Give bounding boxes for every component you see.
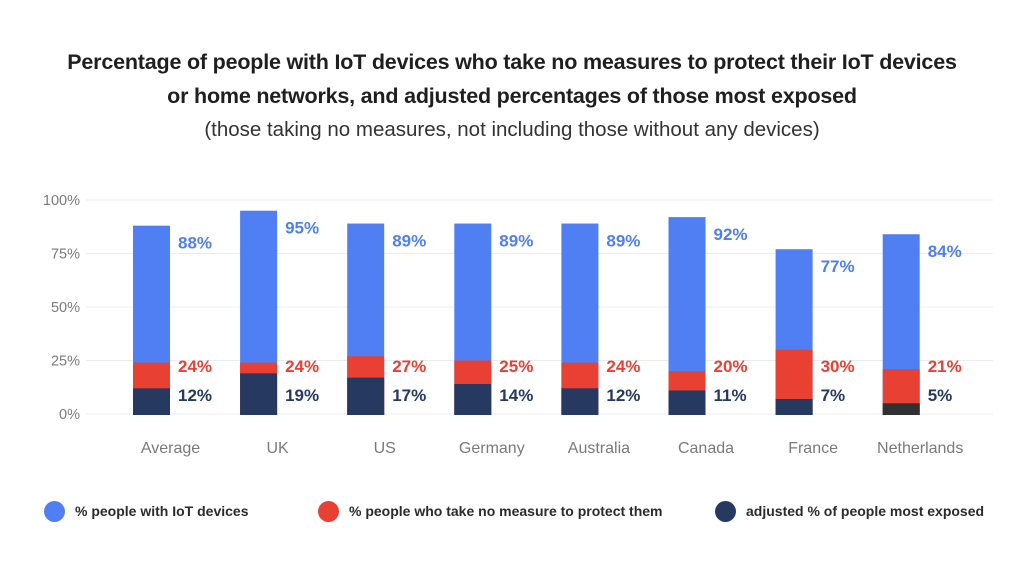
legend-swatch-navy <box>715 500 736 522</box>
bar-most-exposed <box>454 384 492 415</box>
y-axis-ticks: 0% 25% 50% 75% 100% <box>43 193 80 423</box>
data-label-no-measures: 25% <box>499 357 533 376</box>
y-tick-label: 100% <box>43 193 80 209</box>
legend-label: % people who take no measure to protect … <box>349 503 663 519</box>
data-label-most-exposed: 12% <box>606 386 640 405</box>
y-tick-label: 50% <box>51 300 80 316</box>
data-label-most-exposed: 5% <box>928 386 953 405</box>
bar-most-exposed <box>240 373 278 415</box>
y-tick-label: 0% <box>59 407 80 423</box>
legend-label: adjusted % of people most exposed <box>746 503 985 519</box>
x-tick-label: France <box>788 440 838 457</box>
data-label-no-measures: 24% <box>178 357 212 376</box>
data-label-iot-devices: 95% <box>285 219 319 238</box>
bar-most-exposed <box>561 388 599 415</box>
data-label-iot-devices: 84% <box>928 242 962 261</box>
chart-subtitle: (those taking no measures, not including… <box>204 118 820 141</box>
legend-item-iot-devices: % people with IoT devices <box>44 500 248 522</box>
legend-item-no-measures: % people who take no measure to protect … <box>318 500 663 522</box>
x-tick-label: UK <box>266 440 289 457</box>
x-tick-label: Australia <box>568 440 630 457</box>
data-label-no-measures: 30% <box>821 357 855 376</box>
data-label-most-exposed: 11% <box>714 386 747 405</box>
data-label-most-exposed: 17% <box>392 386 426 405</box>
gridlines <box>86 199 993 415</box>
data-label-most-exposed: 19% <box>285 386 319 405</box>
bar-most-exposed <box>133 388 170 415</box>
data-label-most-exposed: 12% <box>178 386 212 405</box>
data-label-iot-devices: 88% <box>178 234 212 253</box>
data-label-iot-devices: 89% <box>392 232 426 251</box>
x-axis-ticks: Average UK US Germany Australia Canada France N… <box>141 440 963 457</box>
data-label-no-measures: 20% <box>714 357 748 376</box>
bar-most-exposed <box>775 399 813 415</box>
data-labels: 88% 24% 12% 95% 24% 19% 89% 27% 17% 89% 25% 14% 89% 2… <box>178 219 962 405</box>
data-label-iot-devices: 89% <box>499 232 533 251</box>
bars <box>133 210 920 415</box>
legend-swatch-blue <box>44 500 65 522</box>
bar-most-exposed <box>882 403 920 415</box>
data-label-most-exposed: 14% <box>499 386 533 405</box>
x-tick-label: Average <box>141 440 200 457</box>
chart-title-line-2: or home networks, and adjusted percentag… <box>167 84 857 108</box>
legend-item-most-exposed: adjusted % of people most exposed <box>715 500 984 522</box>
y-tick-label: 75% <box>51 247 80 263</box>
x-tick-label: US <box>374 440 396 457</box>
data-label-iot-devices: 89% <box>606 232 640 251</box>
x-tick-label: Canada <box>678 440 734 457</box>
data-label-iot-devices: 92% <box>714 225 748 244</box>
bar-most-exposed <box>668 390 706 415</box>
data-label-no-measures: 21% <box>928 357 962 376</box>
y-tick-label: 25% <box>51 354 80 370</box>
chart-title-line-1: Percentage of people with IoT devices wh… <box>67 50 957 74</box>
data-label-no-measures: 27% <box>392 357 426 376</box>
data-label-no-measures: 24% <box>285 357 319 376</box>
data-label-most-exposed: 7% <box>821 386 846 405</box>
data-label-no-measures: 24% <box>606 357 640 376</box>
legend-label: % people with IoT devices <box>75 503 249 519</box>
legend-swatch-red <box>318 500 339 522</box>
x-tick-label: Germany <box>459 440 525 457</box>
x-tick-label: Netherlands <box>877 440 963 457</box>
bar-most-exposed <box>347 377 385 415</box>
data-label-iot-devices: 77% <box>821 257 855 276</box>
